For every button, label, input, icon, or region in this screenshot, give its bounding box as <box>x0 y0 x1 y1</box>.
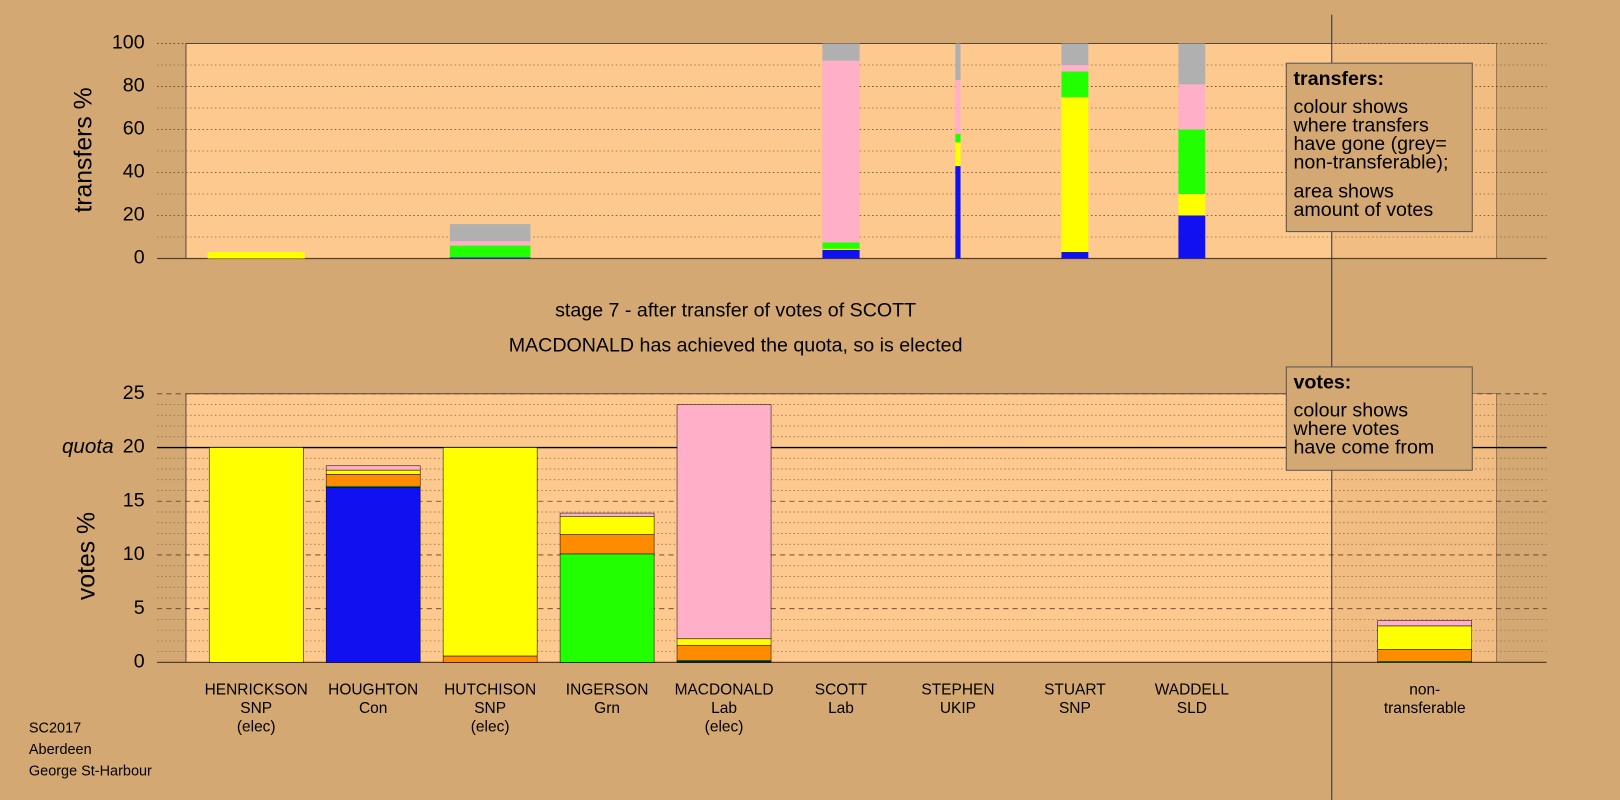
bar-segment <box>325 474 421 487</box>
x-tick-label: SNP <box>474 700 506 717</box>
bar-segment <box>822 248 860 250</box>
bar-segment <box>1061 43 1089 66</box>
bar-segment <box>559 553 655 663</box>
bar-segment <box>822 43 860 61</box>
y-tick-label: 40 <box>123 161 145 183</box>
bar-segment <box>449 257 531 259</box>
note-box <box>1285 62 1473 233</box>
bar-segment <box>1178 215 1206 259</box>
bar-segment <box>955 43 961 81</box>
note-line: have gone (grey= <box>1294 133 1447 155</box>
bar-segment <box>559 534 655 555</box>
x-tick-label: Grn <box>594 700 620 717</box>
quota-label: quota <box>62 435 114 458</box>
note-line: non-transferable); <box>1294 152 1449 174</box>
x-tick-label: SCOTT <box>815 681 868 698</box>
bar-segment <box>1061 97 1089 253</box>
bar-segment <box>676 404 772 640</box>
x-tick-label: SNP <box>240 700 272 717</box>
note-line: colour shows <box>1294 96 1409 118</box>
y-tick-label: 25 <box>123 382 145 404</box>
y-tick-label: 100 <box>112 32 145 54</box>
bar-segment <box>449 245 531 258</box>
bar-segment <box>208 447 304 663</box>
y-tick-label: 20 <box>123 436 145 458</box>
note-line: area shows <box>1294 181 1395 203</box>
x-tick-label: SNP <box>1059 700 1091 717</box>
note-line: have come from <box>1294 437 1435 459</box>
note-line: where transfers <box>1293 114 1429 136</box>
note-heading: transfers: <box>1294 68 1385 90</box>
y-tick-label: 80 <box>123 75 145 97</box>
note-line: where votes <box>1293 418 1400 440</box>
bar-segment <box>955 133 961 143</box>
bar-segment <box>325 465 421 471</box>
y-axis-title: transfers % <box>70 87 97 212</box>
x-tick-label: HUTCHISON <box>444 681 536 698</box>
x-tick-label: WADDELL <box>1155 681 1230 698</box>
bar-segment <box>955 142 961 167</box>
bar-segment <box>325 469 421 475</box>
bar-segment <box>1377 625 1472 650</box>
bar-segment <box>822 249 860 259</box>
bar-segment <box>1061 71 1089 98</box>
x-tick-label: Lab <box>828 700 854 717</box>
x-tick-label: SLD <box>1177 700 1207 717</box>
bar-segment <box>1178 43 1206 85</box>
bar-segment <box>822 60 860 243</box>
note-line: colour shows <box>1294 400 1409 422</box>
x-tick-label: MACDONALD <box>675 681 774 698</box>
x-tick-label: (elec) <box>237 719 276 736</box>
x-tick-label: (elec) <box>705 719 744 736</box>
bar-segment <box>1178 129 1206 194</box>
x-tick-label: HENRICKSON <box>205 681 308 698</box>
bar-segment <box>325 487 421 663</box>
y-tick-label: 0 <box>134 651 145 673</box>
x-tick-label: (elec) <box>471 719 510 736</box>
bar-segment <box>442 655 538 663</box>
y-tick-label: 60 <box>123 118 145 140</box>
note-line: amount of votes <box>1294 199 1434 221</box>
footer-line: George St-Harbour <box>29 764 152 780</box>
bar-segment <box>676 638 772 646</box>
footer-line: Aberdeen <box>29 742 92 758</box>
bar-segment <box>822 242 860 249</box>
bar-segment <box>955 80 961 134</box>
bar-segment <box>676 644 772 661</box>
bar-segment <box>1061 65 1089 72</box>
bar-segment <box>1178 193 1206 216</box>
x-tick-label: STUART <box>1044 681 1106 698</box>
bar-segment <box>1377 649 1472 662</box>
y-tick-label: 20 <box>123 204 145 226</box>
x-tick-label: UKIP <box>940 700 976 717</box>
y-tick-label: 10 <box>123 543 145 565</box>
note-heading: votes: <box>1294 372 1352 394</box>
bar-segment <box>1061 252 1089 259</box>
y-axis-title: votes % <box>73 512 100 600</box>
x-tick-label: non- <box>1409 681 1440 698</box>
x-tick-label: Lab <box>711 700 737 717</box>
stage-subtitle: MACDONALD has achieved the quota, so is … <box>509 334 963 356</box>
bar-segment <box>442 447 538 657</box>
x-tick-label: Con <box>359 700 387 717</box>
bar-segment <box>1178 84 1206 130</box>
x-tick-label: transferable <box>1384 700 1466 717</box>
bar-segment <box>449 224 531 242</box>
bar-segment <box>559 512 655 517</box>
note-box <box>1285 366 1473 471</box>
y-tick-label: 0 <box>134 247 145 269</box>
x-tick-label: HOUGHTON <box>328 681 418 698</box>
bar-segment <box>559 516 655 535</box>
bar-segment <box>1377 620 1472 627</box>
y-tick-label: 15 <box>123 489 145 511</box>
x-tick-label: INGERSON <box>566 681 649 698</box>
footer-line: SC2017 <box>29 720 81 736</box>
bar-segment <box>449 241 531 246</box>
bar-segment <box>207 252 305 259</box>
stage-title: stage 7 - after transfer of votes of SCO… <box>555 299 916 321</box>
x-tick-label: STEPHEN <box>921 681 994 698</box>
bar-segment <box>955 166 961 259</box>
y-tick-label: 5 <box>134 597 145 619</box>
